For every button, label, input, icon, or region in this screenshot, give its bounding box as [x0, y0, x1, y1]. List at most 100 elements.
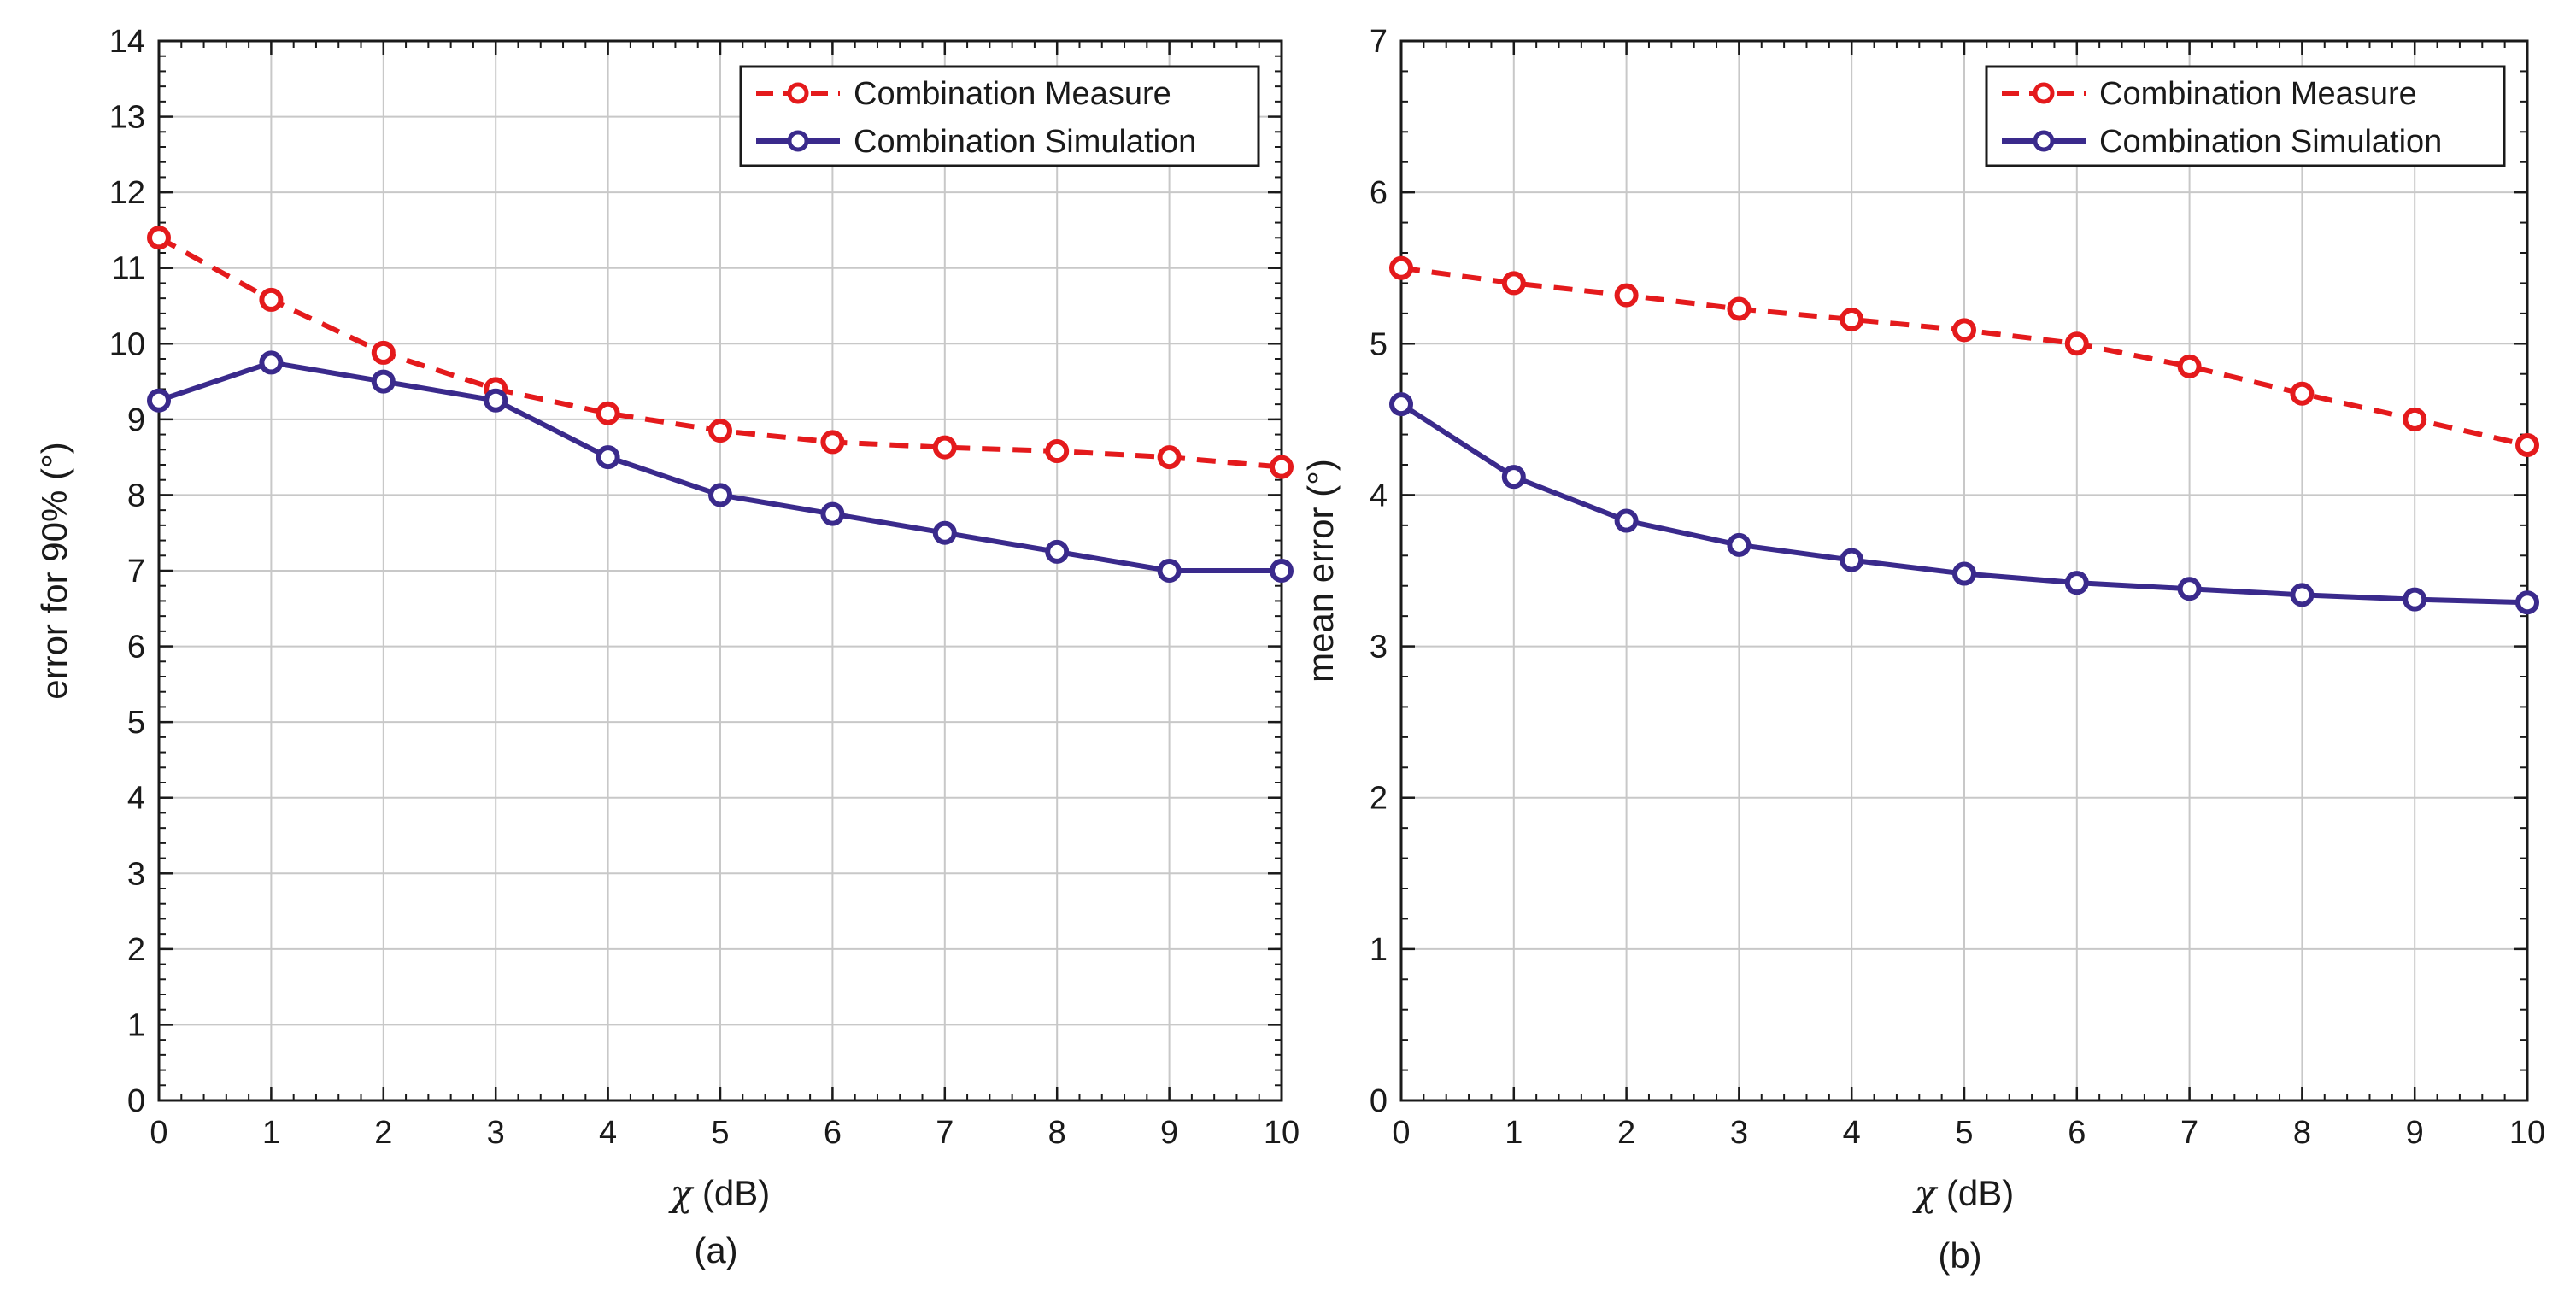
y-tick-label: 3 — [1370, 630, 1388, 666]
y-tick-label: 8 — [127, 478, 145, 513]
y-tick-label: 1 — [127, 1007, 145, 1043]
x-axis-label-unit: (dB) — [702, 1173, 770, 1213]
x-tick-label: 1 — [262, 1115, 280, 1151]
y-tick-label: 6 — [127, 630, 145, 666]
x-tick-label: 2 — [374, 1115, 392, 1151]
legend-entry-label: Combination Simulation — [2099, 124, 2442, 160]
y-tick-label: 10 — [109, 326, 145, 362]
data-point-simulation — [147, 388, 171, 413]
y-tick-label: 2 — [127, 932, 145, 968]
data-point-simulation — [2177, 577, 2202, 601]
data-point-measure — [932, 435, 957, 460]
x-tick-label: 2 — [1617, 1115, 1635, 1151]
legend-swatch-marker — [2033, 130, 2055, 152]
x-tick-label: 5 — [1955, 1115, 1973, 1151]
y-tick-label: 4 — [127, 781, 145, 817]
x-axis-label-symbol: χ — [1912, 1172, 1939, 1214]
y-tick-label: 0 — [1370, 1083, 1388, 1119]
data-point-measure — [2064, 331, 2089, 356]
data-point-simulation — [2290, 583, 2315, 607]
x-tick-label: 10 — [1264, 1115, 1300, 1151]
data-point-simulation — [484, 388, 508, 413]
data-point-simulation — [1727, 532, 1752, 557]
y-tick-label: 7 — [1370, 24, 1388, 60]
y-tick-label: 11 — [112, 251, 145, 287]
data-point-measure — [1614, 283, 1639, 308]
x-tick-label: 10 — [2509, 1115, 2545, 1151]
x-tick-label: 4 — [599, 1115, 617, 1151]
data-point-simulation — [1045, 539, 1070, 564]
x-tick-label: 3 — [1730, 1115, 1748, 1151]
x-axis-label: χ (dB) — [1912, 1172, 2014, 1214]
data-point-simulation — [708, 483, 732, 507]
y-tick-label: 1 — [1370, 932, 1388, 968]
data-point-simulation — [1270, 559, 1294, 583]
data-point-simulation — [1614, 508, 1639, 533]
data-point-simulation — [2064, 571, 2089, 595]
data-point-measure — [596, 401, 620, 425]
data-point-simulation — [2515, 590, 2539, 615]
x-tick-label: 6 — [824, 1115, 842, 1151]
data-point-measure — [820, 430, 845, 455]
data-point-simulation — [1501, 465, 1526, 490]
legend-entry-label: Combination Measure — [2099, 76, 2417, 112]
x-tick-label: 8 — [2293, 1115, 2311, 1151]
data-point-measure — [371, 340, 396, 365]
x-tick-label: 9 — [1160, 1115, 1178, 1151]
y-tick-label: 5 — [1370, 326, 1388, 362]
data-point-measure — [2290, 381, 2315, 406]
x-tick-label: 7 — [936, 1115, 954, 1151]
data-point-simulation — [1157, 559, 1182, 583]
x-axis-label-symbol: χ — [668, 1172, 695, 1214]
x-axis-label-space — [1936, 1173, 1946, 1213]
data-point-measure — [2403, 407, 2427, 431]
data-point-simulation — [932, 520, 957, 545]
data-point-measure — [1045, 439, 1070, 464]
data-point-measure — [1727, 296, 1752, 321]
data-point-simulation — [2403, 587, 2427, 612]
legend: Combination Measure Combination Simulatio… — [1985, 65, 2506, 167]
y-tick-label: 3 — [127, 856, 145, 892]
legend-entry-label: Combination Measure — [854, 76, 1171, 112]
data-point-measure — [2177, 354, 2202, 378]
x-tick-label: 0 — [150, 1115, 167, 1151]
data-point-measure — [1389, 255, 1413, 280]
x-tick-label: 5 — [711, 1115, 729, 1151]
y-tick-label: 13 — [109, 100, 145, 136]
legend: Combination Measure Combination Simulatio… — [739, 65, 1260, 167]
y-tick-label: 12 — [109, 175, 145, 211]
legend-entry-label: Combination Simulation — [854, 124, 1196, 160]
legend-swatch-marker — [787, 82, 809, 104]
x-tick-label: 9 — [2406, 1115, 2424, 1151]
y-tick-label: 5 — [127, 705, 145, 741]
y-tick-label: 7 — [127, 554, 145, 589]
x-tick-label: 1 — [1505, 1115, 1523, 1151]
chart-panel-b: 0 1 2 3 4 5 6 7 8 9 10 0 1 2 3 4 5 6 7 mean error (°) χ (dB)… — [1300, 24, 2545, 1276]
panel-caption: (b) — [1938, 1235, 1981, 1276]
y-tick-label: 6 — [1370, 175, 1388, 211]
data-point-simulation — [371, 369, 396, 394]
data-point-measure — [259, 287, 284, 312]
x-tick-label: 0 — [1392, 1115, 1410, 1151]
data-point-simulation — [1389, 392, 1413, 417]
data-point-measure — [1270, 455, 1294, 479]
y-tick-label: 14 — [109, 24, 145, 60]
data-point-simulation — [596, 445, 620, 470]
x-axis-label-space — [692, 1173, 702, 1213]
x-tick-label: 6 — [2068, 1115, 2086, 1151]
x-tick-label: 8 — [1048, 1115, 1066, 1151]
x-axis-label: χ (dB) — [668, 1172, 770, 1214]
data-point-measure — [1501, 271, 1526, 296]
y-tick-label: 2 — [1370, 781, 1388, 817]
data-point-measure — [147, 226, 171, 250]
panel-caption: (a) — [694, 1230, 737, 1270]
data-point-simulation — [259, 350, 284, 375]
data-point-measure — [2515, 432, 2539, 457]
x-tick-label: 4 — [1843, 1115, 1861, 1151]
data-point-simulation — [1952, 561, 1976, 586]
data-point-simulation — [1840, 548, 1864, 572]
data-point-measure — [1157, 445, 1182, 470]
data-point-measure — [708, 419, 732, 443]
legend-swatch-marker — [787, 130, 809, 152]
legend-swatch-marker — [2033, 82, 2055, 104]
